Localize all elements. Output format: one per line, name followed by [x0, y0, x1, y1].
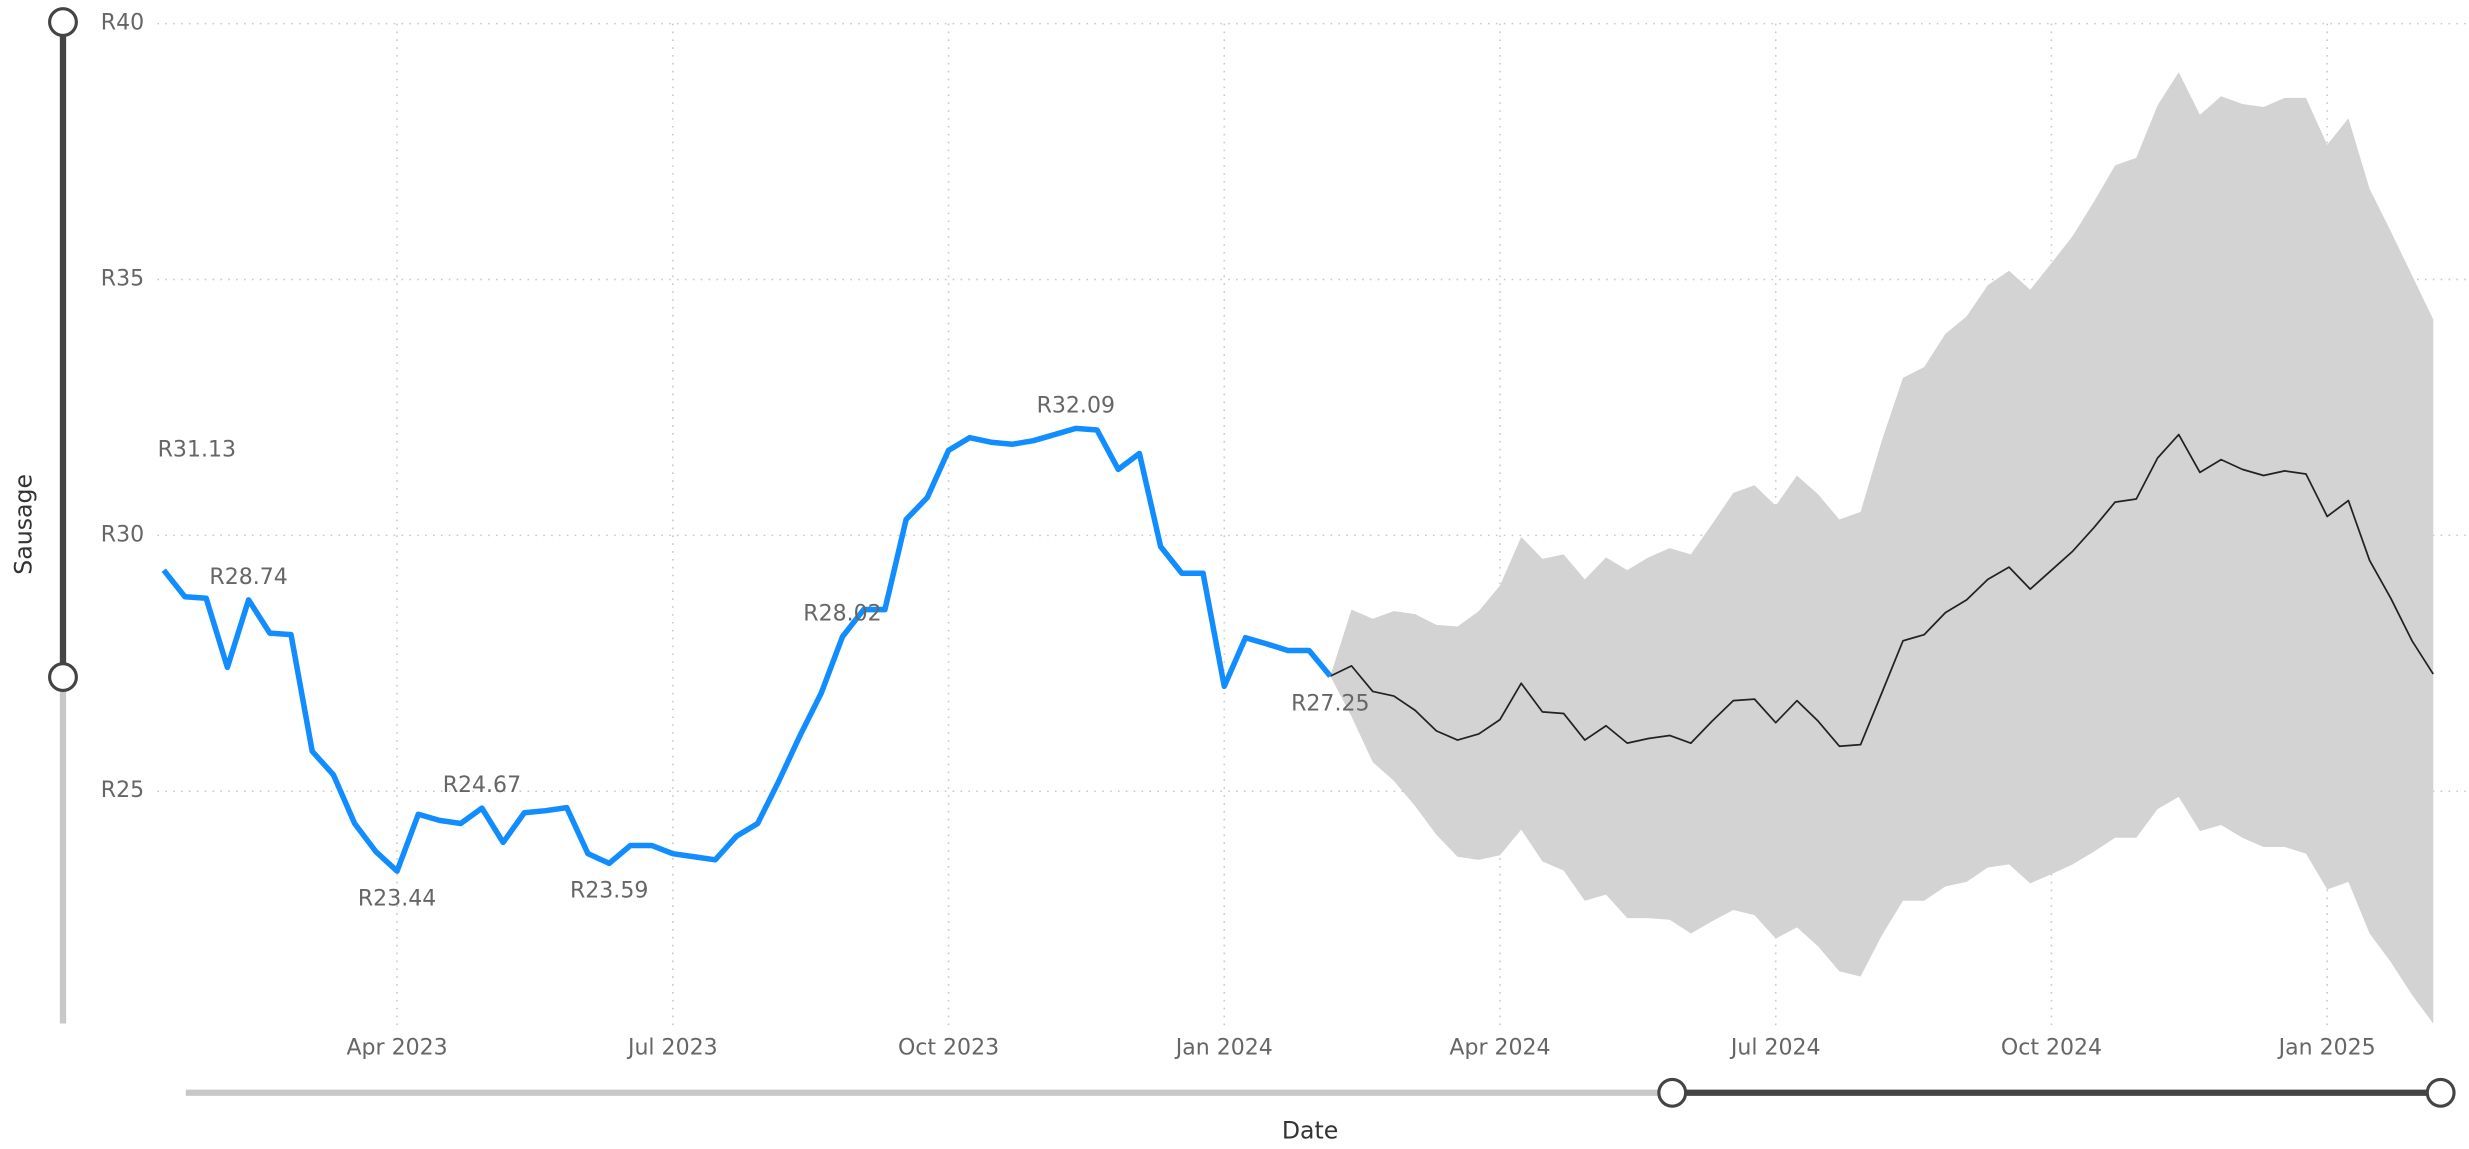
x-tick-label: Apr 2023 [346, 1036, 447, 1061]
actual-line [161, 425, 1333, 874]
data-label: R23.44 [358, 886, 436, 911]
y-tick-label: R35 [101, 266, 144, 291]
marks [161, 72, 2434, 1024]
x-tick-label: Oct 2023 [898, 1036, 999, 1061]
data-label: R23.59 [570, 879, 648, 904]
slider-handle[interactable] [2425, 1077, 2456, 1108]
x-tick-label: Jul 2023 [626, 1036, 718, 1061]
data-label: R27.25 [1291, 691, 1369, 716]
y-slider [48, 7, 78, 1024]
labels: R25 R30 R35 R40 Apr 2023 Jul 2023 Oct 2023 Jan … [101, 11, 2376, 1061]
forecast-line [1329, 433, 2434, 748]
confidence-band [1330, 72, 2434, 1024]
y-axis-title: Sausage [10, 474, 38, 575]
x-axis-title: Date [1282, 1117, 1338, 1145]
data-label: R32.09 [1037, 393, 1115, 418]
y-tick-label: R25 [101, 778, 144, 803]
x-tick-label: Jan 2024 [1174, 1036, 1273, 1061]
annotation: R31.13 [158, 437, 236, 462]
slider-handle[interactable] [1657, 1077, 1688, 1108]
y-tick-label: R30 [101, 522, 144, 547]
x-tick-label: Jan 2025 [2277, 1036, 2376, 1061]
slider-handle[interactable] [48, 7, 78, 38]
y-tick-label: R40 [101, 11, 144, 36]
slider-handle[interactable] [48, 662, 78, 693]
data-label: R24.67 [443, 773, 521, 798]
x-tick-label: Jul 2024 [1729, 1036, 1821, 1061]
data-label: R28.74 [209, 565, 287, 590]
x-tick-label: Apr 2024 [1449, 1036, 1550, 1061]
x-slider [185, 1077, 2456, 1108]
x-tick-label: Oct 2024 [2001, 1036, 2102, 1061]
data-label: R28.02 [803, 602, 881, 627]
